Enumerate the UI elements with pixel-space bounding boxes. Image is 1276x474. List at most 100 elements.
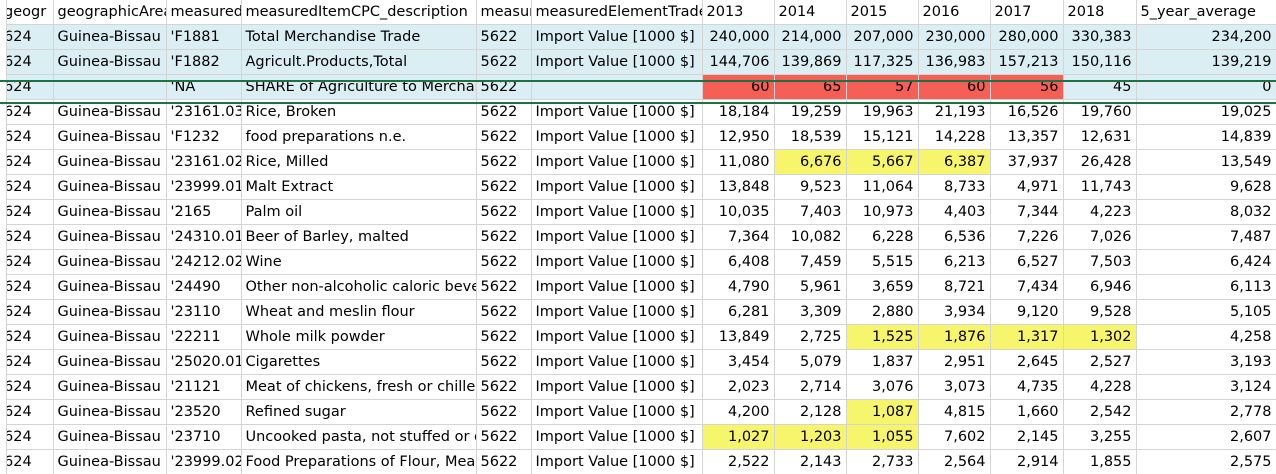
table-cell[interactable]: 6,113 xyxy=(1136,274,1276,300)
table-cell[interactable]: 214,000 xyxy=(774,24,847,50)
table-cell[interactable]: 13,357 xyxy=(990,124,1064,150)
table-cell[interactable]: 2,527 xyxy=(1063,349,1137,375)
table-cell[interactable]: 7,459 xyxy=(774,249,847,275)
table-cell[interactable]: 1,525 xyxy=(846,324,919,350)
table-cell[interactable]: 1,876 xyxy=(918,324,991,350)
table-cell[interactable]: 150,116 xyxy=(1063,49,1137,75)
table-cell[interactable]: 10,035 xyxy=(702,199,775,225)
table-cell[interactable]: 5,961 xyxy=(774,274,847,300)
table-cell[interactable]: 9,523 xyxy=(774,174,847,200)
table-cell[interactable]: 1,855 xyxy=(1063,449,1137,474)
table-cell[interactable]: 18,539 xyxy=(774,124,847,150)
table-cell[interactable]: 1,837 xyxy=(846,349,919,375)
table-cell[interactable]: 2,914 xyxy=(990,449,1064,474)
table-cell[interactable]: 6,213 xyxy=(918,249,991,275)
table-cell[interactable]: 4,815 xyxy=(918,399,991,425)
table-cell[interactable]: 4,971 xyxy=(990,174,1064,200)
table-cell[interactable]: Guinea-Bissau xyxy=(53,199,167,225)
table-cell[interactable]: 5,515 xyxy=(846,249,919,275)
table-cell[interactable]: 234,200 xyxy=(1136,24,1276,50)
table-cell[interactable]: 16,526 xyxy=(990,99,1064,125)
table-cell[interactable]: Import Value [1000 $] xyxy=(531,274,703,300)
table-cell[interactable]: 624 xyxy=(0,224,54,250)
table-cell[interactable]: Guinea-Bissau xyxy=(53,324,167,350)
table-cell[interactable]: 6,424 xyxy=(1136,249,1276,275)
table-cell[interactable]: 5622 xyxy=(476,49,532,75)
table-cell[interactable]: 7,503 xyxy=(1063,249,1137,275)
table-cell[interactable]: 57 xyxy=(846,74,919,100)
table-cell[interactable]: Guinea-Bissau xyxy=(53,224,167,250)
table-cell[interactable]: Rice, Broken xyxy=(241,99,477,125)
table-cell[interactable]: '21121 xyxy=(166,374,242,400)
table-cell[interactable]: 13,848 xyxy=(702,174,775,200)
table-cell[interactable]: 624 xyxy=(0,399,54,425)
table-cell[interactable]: 11,080 xyxy=(702,149,775,175)
table-cell[interactable]: Malt Extract xyxy=(241,174,477,200)
table-cell[interactable]: 7,344 xyxy=(990,199,1064,225)
table-cell[interactable]: Import Value [1000 $] xyxy=(531,249,703,275)
table-cell[interactable]: Import Value [1000 $] xyxy=(531,349,703,375)
table-cell[interactable]: Import Value [1000 $] xyxy=(531,124,703,150)
table-cell[interactable]: 4,228 xyxy=(1063,374,1137,400)
table-cell[interactable]: 60 xyxy=(918,74,991,100)
table-cell[interactable]: 'NA xyxy=(166,74,242,100)
table-cell[interactable]: 2,143 xyxy=(774,449,847,474)
table-cell[interactable]: 9,628 xyxy=(1136,174,1276,200)
table-cell[interactable]: 5622 xyxy=(476,249,532,275)
table-cell[interactable]: 4,200 xyxy=(702,399,775,425)
table-cell[interactable] xyxy=(53,74,167,100)
table-cell[interactable]: 11,743 xyxy=(1063,174,1137,200)
table-cell[interactable]: 624 xyxy=(0,274,54,300)
table-cell[interactable]: 144,706 xyxy=(702,49,775,75)
table-cell[interactable]: Refined sugar xyxy=(241,399,477,425)
table-cell[interactable]: 624 xyxy=(0,374,54,400)
table-cell[interactable]: 19,259 xyxy=(774,99,847,125)
table-cell[interactable]: Guinea-Bissau xyxy=(53,399,167,425)
table-cell[interactable]: 19,963 xyxy=(846,99,919,125)
table-cell[interactable]: 1,087 xyxy=(846,399,919,425)
table-cell[interactable]: 5622 xyxy=(476,174,532,200)
header-cell[interactable]: 2015 xyxy=(846,0,919,25)
table-cell[interactable]: Meat of chickens, fresh or chilled xyxy=(241,374,477,400)
table-cell[interactable]: 5622 xyxy=(476,349,532,375)
table-cell[interactable]: 5622 xyxy=(476,274,532,300)
table-cell[interactable]: 1,317 xyxy=(990,324,1064,350)
table-cell[interactable]: 5,667 xyxy=(846,149,919,175)
table-cell[interactable]: Wine xyxy=(241,249,477,275)
table-cell[interactable]: 3,073 xyxy=(918,374,991,400)
table-cell[interactable]: 624 xyxy=(0,149,54,175)
table-cell[interactable]: 2,564 xyxy=(918,449,991,474)
table-cell[interactable]: Guinea-Bissau xyxy=(53,24,167,50)
table-cell[interactable]: 6,676 xyxy=(774,149,847,175)
table-cell[interactable]: 624 xyxy=(0,299,54,325)
header-cell[interactable]: 2018 xyxy=(1063,0,1137,25)
table-cell[interactable]: 19,025 xyxy=(1136,99,1276,125)
table-cell[interactable]: Import Value [1000 $] xyxy=(531,324,703,350)
table-cell[interactable]: 13,849 xyxy=(702,324,775,350)
table-cell[interactable]: Import Value [1000 $] xyxy=(531,449,703,474)
table-cell[interactable]: Import Value [1000 $] xyxy=(531,174,703,200)
table-cell[interactable]: 37,937 xyxy=(990,149,1064,175)
table-cell[interactable]: 230,000 xyxy=(918,24,991,50)
table-cell[interactable]: 12,950 xyxy=(702,124,775,150)
table-cell[interactable]: 7,403 xyxy=(774,199,847,225)
table-cell[interactable]: 13,549 xyxy=(1136,149,1276,175)
table-cell[interactable]: 12,631 xyxy=(1063,124,1137,150)
table-cell[interactable]: Import Value [1000 $] xyxy=(531,99,703,125)
table-cell[interactable]: '23999.01 xyxy=(166,174,242,200)
table-cell[interactable]: 7,026 xyxy=(1063,224,1137,250)
table-cell[interactable]: 1,203 xyxy=(774,424,847,450)
table-cell[interactable]: '22211 xyxy=(166,324,242,350)
table-cell[interactable]: 21,193 xyxy=(918,99,991,125)
table-cell[interactable]: 4,790 xyxy=(702,274,775,300)
table-cell[interactable]: 3,076 xyxy=(846,374,919,400)
table-cell[interactable]: 624 xyxy=(0,349,54,375)
table-cell[interactable]: 5622 xyxy=(476,99,532,125)
table-cell[interactable]: 7,364 xyxy=(702,224,775,250)
table-cell[interactable]: 10,082 xyxy=(774,224,847,250)
table-cell[interactable]: 2,522 xyxy=(702,449,775,474)
table-cell[interactable]: 2,733 xyxy=(846,449,919,474)
table-cell[interactable]: 2,145 xyxy=(990,424,1064,450)
table-cell[interactable]: Other non-alcoholic caloric beverages xyxy=(241,274,477,300)
table-cell[interactable]: 2,725 xyxy=(774,324,847,350)
